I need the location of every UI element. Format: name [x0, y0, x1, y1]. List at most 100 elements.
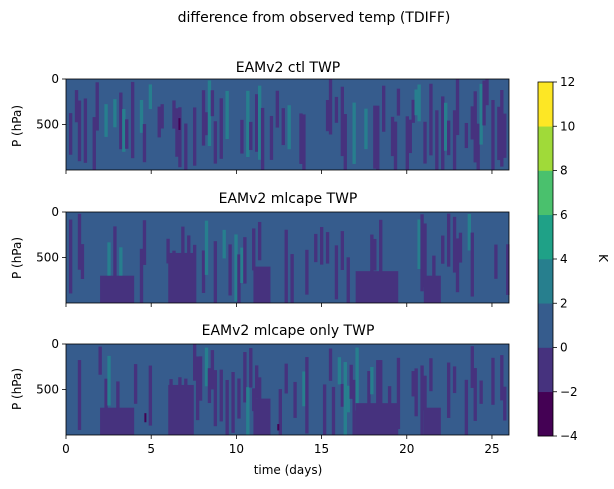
panel-3-heatmap	[66, 344, 509, 435]
heatmap-cell	[92, 117, 96, 170]
panel-2-title: EAMv2 mlcape TWP	[219, 191, 358, 207]
colorbar: −4 −2 0 2 4 6 8 10 12	[537, 75, 578, 443]
y-tick-label: 500	[36, 383, 59, 397]
heatmap-cell	[503, 113, 507, 158]
heatmap-cell	[396, 88, 401, 116]
heatmap-cell	[473, 368, 477, 421]
heatmap-cell	[322, 384, 327, 435]
heatmap-cell	[181, 226, 185, 276]
heatmap-cell	[455, 79, 460, 136]
heatmap-cell	[213, 121, 218, 164]
heatmap-cell	[479, 83, 483, 145]
heatmap-cell	[334, 96, 339, 123]
heatmap-cell	[269, 115, 274, 160]
heatmap-cell	[195, 356, 200, 421]
heatmap-cell	[201, 250, 206, 293]
heatmap-cell	[139, 248, 144, 303]
heatmap-cell	[104, 378, 108, 435]
heatmap-cell	[343, 362, 347, 435]
heatmap-cell	[222, 229, 226, 259]
heatmap-cell	[503, 386, 507, 421]
y-tick-label: 0	[51, 72, 59, 86]
heatmap-cell	[255, 365, 259, 399]
heatmap-cell	[340, 86, 345, 157]
heatmap-cell	[142, 124, 147, 163]
heatmap-cell	[452, 216, 457, 273]
heatmap-cell	[257, 221, 262, 261]
colorbar-tick-label: 0	[560, 341, 568, 355]
heatmap-cell	[77, 213, 82, 270]
heatmap-cell	[225, 379, 229, 435]
heatmap-cell	[207, 368, 212, 404]
panel-2-ylabel: P (hPa)	[10, 237, 24, 279]
heatmap-cell	[319, 227, 324, 265]
heatmap-cell	[393, 121, 398, 170]
heatmap-cell	[340, 231, 345, 270]
heatmap-cell	[275, 90, 280, 128]
heatmap-cell	[210, 90, 215, 117]
colorbar-tick-label: 6	[560, 208, 568, 222]
heatmap-cell	[370, 367, 374, 395]
heatmap-cell	[260, 107, 265, 170]
heatmap-cell	[104, 104, 108, 137]
heatmap-cell	[231, 372, 235, 433]
heatmap-cell	[243, 352, 247, 403]
heatmap-cell	[257, 85, 262, 160]
x-tick-label: 5	[147, 442, 155, 456]
heatmap-cell	[446, 362, 451, 418]
heatmap-cell	[119, 247, 123, 295]
heatmap-cell	[207, 80, 212, 147]
heatmap-cell	[299, 113, 303, 164]
heatmap-cell	[74, 90, 79, 123]
heatmap-cell	[417, 219, 421, 270]
heatmap-cell	[148, 365, 153, 426]
heatmap-cell	[139, 100, 144, 133]
heatmap-cell	[192, 344, 197, 381]
heatmap-cell	[414, 89, 418, 116]
heatmap-cell	[349, 364, 353, 399]
heatmap-cell	[491, 99, 495, 170]
x-tick-label: 0	[62, 442, 70, 456]
heatmap-cell	[255, 94, 259, 152]
heatmap-cell	[343, 114, 347, 170]
heatmap-cell	[204, 112, 209, 136]
heatmap-cell	[107, 242, 111, 292]
heatmap-cell	[77, 100, 82, 162]
heatmap-cell	[284, 229, 288, 303]
heatmap-cell	[370, 234, 374, 281]
heatmap-cell	[113, 226, 117, 287]
heatmap-cell	[373, 105, 377, 169]
heatmap-cell	[464, 122, 469, 149]
heatmap-cell	[396, 357, 401, 430]
heatmap-cell	[80, 244, 85, 279]
heatmap-cell	[355, 403, 399, 435]
heatmap-cell	[201, 90, 206, 146]
heatmap-cell	[249, 121, 253, 151]
panel-3-ticks: 0 500 0 5 10 15 20 25	[36, 337, 510, 456]
heatmap-cell	[213, 370, 218, 427]
panel-2: EAMv2 mlcape TWP P (hPa) 0 500	[10, 191, 510, 307]
heatmap-cell	[470, 346, 474, 388]
panel-3-ylabel: P (hPa)	[10, 368, 24, 410]
x-tick-label: 10	[229, 442, 244, 456]
heatmap-cell	[346, 257, 350, 303]
heatmap-cell	[277, 424, 280, 431]
heatmap-cell	[435, 110, 439, 170]
heatmap-cell	[228, 244, 232, 296]
heatmap-cell	[253, 266, 271, 303]
heatmap-cell	[237, 254, 241, 303]
colorbar-tick-label: −4	[560, 429, 578, 443]
heatmap-cell	[390, 116, 395, 157]
heatmap-cell	[192, 244, 197, 303]
colorbar-segment	[538, 259, 553, 304]
heatmap-cell	[178, 107, 182, 168]
colorbar-label: K	[596, 254, 610, 263]
heatmap-cell	[414, 368, 418, 417]
heatmap-cell	[305, 249, 309, 295]
heatmap-cell	[411, 371, 415, 397]
colorbar-segment	[538, 303, 553, 348]
heatmap-cell	[184, 123, 188, 170]
heatmap-cell	[479, 380, 483, 404]
panel-2-ticks: 0 500	[36, 205, 510, 307]
heatmap-cell	[423, 275, 441, 303]
